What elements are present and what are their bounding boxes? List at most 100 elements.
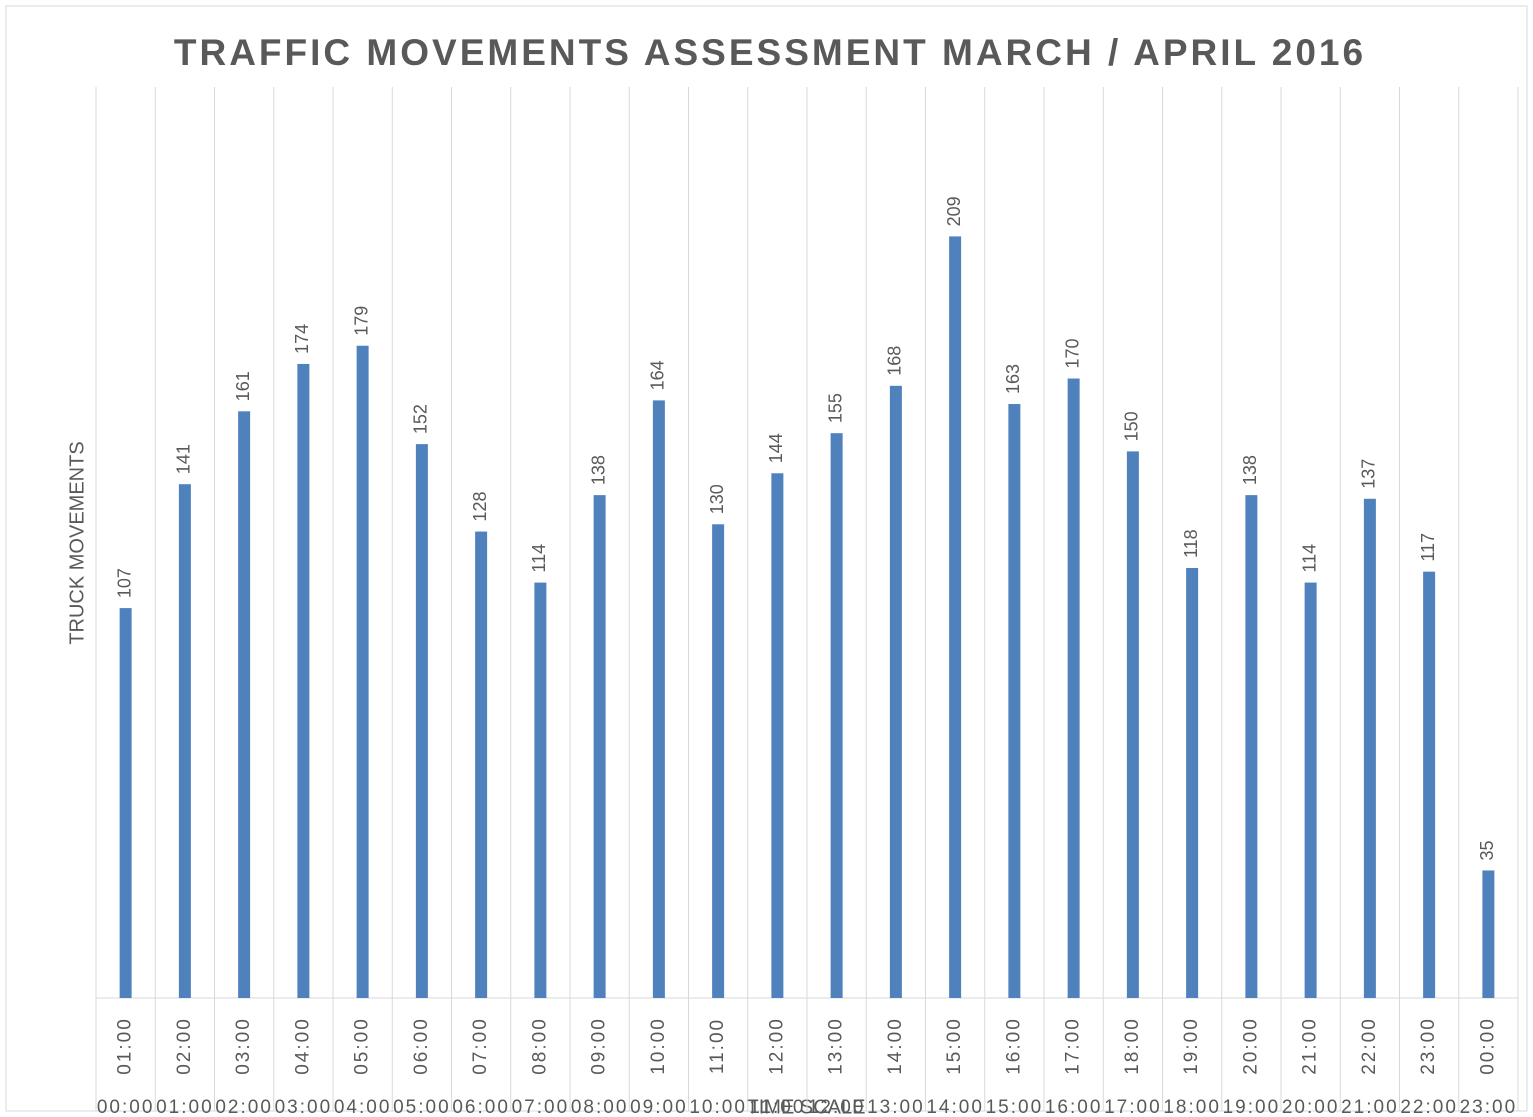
x-tick-label: 11:00 [707,1018,728,1074]
x-group-label: 02:00 [215,1097,273,1117]
x-group-label: 06:00 [452,1097,510,1117]
data-label: 137 [1359,459,1379,489]
data-label: 141 [174,444,194,474]
data-label: 209 [944,196,964,226]
x-group-label: 13:00 [867,1097,925,1117]
bar [1304,582,1317,998]
x-group-label: 22:00 [1400,1097,1458,1117]
x-group-label: 16:00 [1045,1097,1103,1117]
bar [889,385,902,999]
x-tick-label: 09:00 [589,1017,610,1075]
x-group-label: 14:00 [926,1097,984,1117]
x-group-label: 15:00 [986,1097,1044,1117]
x-tick-label: 03:00 [233,1017,254,1075]
x-tick-label: 07:00 [470,1017,491,1075]
bar [593,495,606,998]
x-tick-label: 05:00 [352,1017,373,1075]
bar [1186,568,1199,998]
x-group-label: 09:00 [630,1097,688,1117]
data-label: 150 [1122,411,1142,441]
x-group-label: 01:00 [156,1097,214,1117]
x-tick-label: 13:00 [826,1017,847,1075]
data-label: 144 [766,433,786,463]
x-group-label: 18:00 [1163,1097,1221,1117]
x-tick-label: 15:00 [944,1017,965,1075]
x-group-label: 11:00 [749,1097,805,1117]
bar [949,236,962,999]
x-group-label: 12:00 [808,1097,866,1117]
bar [356,345,369,998]
bar [771,473,784,998]
x-tick-label: 00:00 [1477,1017,1498,1075]
y-axis-label: TRUCK MOVEMENTS [66,441,88,644]
bar [415,444,428,998]
x-tick-label: 12:00 [766,1017,787,1075]
x-tick-label: 02:00 [174,1017,195,1075]
data-label: 117 [1418,533,1438,562]
bar [534,582,547,998]
data-label: 107 [114,568,134,598]
x-tick-label: 20:00 [1240,1017,1261,1075]
bar [238,411,251,998]
bar [712,524,725,998]
data-label: 155 [825,393,845,423]
chart-frame [5,5,1528,1112]
x-group-label: 21:00 [1341,1097,1399,1117]
data-label: 170 [1062,338,1082,368]
x-tick-label: 22:00 [1359,1017,1380,1075]
x-tick-label: 23:00 [1418,1017,1439,1075]
bar [1245,495,1258,998]
bar [1067,378,1080,998]
data-label: 130 [707,484,727,514]
x-group-label: 23:00 [1460,1097,1518,1117]
data-label: 138 [588,455,608,485]
x-group-label: 17:00 [1104,1097,1162,1117]
x-tick-label: 14:00 [885,1017,906,1075]
data-label: 164 [648,360,668,390]
bar [1423,571,1436,998]
x-group-label: 10:00 [689,1097,747,1117]
data-label: 179 [351,306,371,336]
x-group-label: 08:00 [571,1097,629,1117]
bar [178,484,191,998]
x-group-label: 03:00 [275,1097,333,1117]
data-label: 35 [1477,840,1497,860]
bar [1363,498,1376,998]
x-tick-label: 10:00 [648,1017,669,1075]
bar [1482,870,1495,998]
chart-title: TRAFFIC MOVEMENTS ASSESSMENT MARCH / APR… [174,32,1366,73]
bar [1008,404,1021,998]
bar [1126,451,1139,998]
bar [652,400,665,998]
data-label: 168 [885,346,905,376]
data-label: 128 [470,492,490,522]
x-tick-label: 19:00 [1181,1017,1202,1075]
data-label: 114 [1299,544,1319,573]
bar [475,531,488,998]
data-label: 163 [1003,364,1023,394]
x-group-label: 04:00 [334,1097,392,1117]
x-tick-label: 01:00 [115,1017,136,1075]
x-group-label: 07:00 [512,1097,570,1117]
data-label: 161 [233,371,253,401]
x-group-label: 19:00 [1223,1097,1281,1117]
x-axis-label: TIME SCALE [747,1096,866,1117]
bar [119,608,132,998]
x-tick-label: 06:00 [411,1017,432,1075]
x-tick-label: 21:00 [1300,1017,1321,1075]
data-label: 138 [1240,455,1260,485]
data-label: 118 [1181,529,1201,558]
x-group-label: 00:00 [97,1097,155,1117]
data-label: 152 [411,404,431,434]
x-tick-label: 17:00 [1063,1017,1084,1075]
data-label: 114 [529,544,549,573]
x-group-label: 20:00 [1282,1097,1340,1117]
x-tick-label: 16:00 [1003,1017,1024,1075]
bar [830,433,843,998]
data-label: 174 [292,324,312,354]
x-tick-label: 18:00 [1122,1017,1143,1075]
x-tick-label: 08:00 [529,1017,550,1075]
bar [297,363,310,999]
x-group-label: 05:00 [393,1097,451,1117]
